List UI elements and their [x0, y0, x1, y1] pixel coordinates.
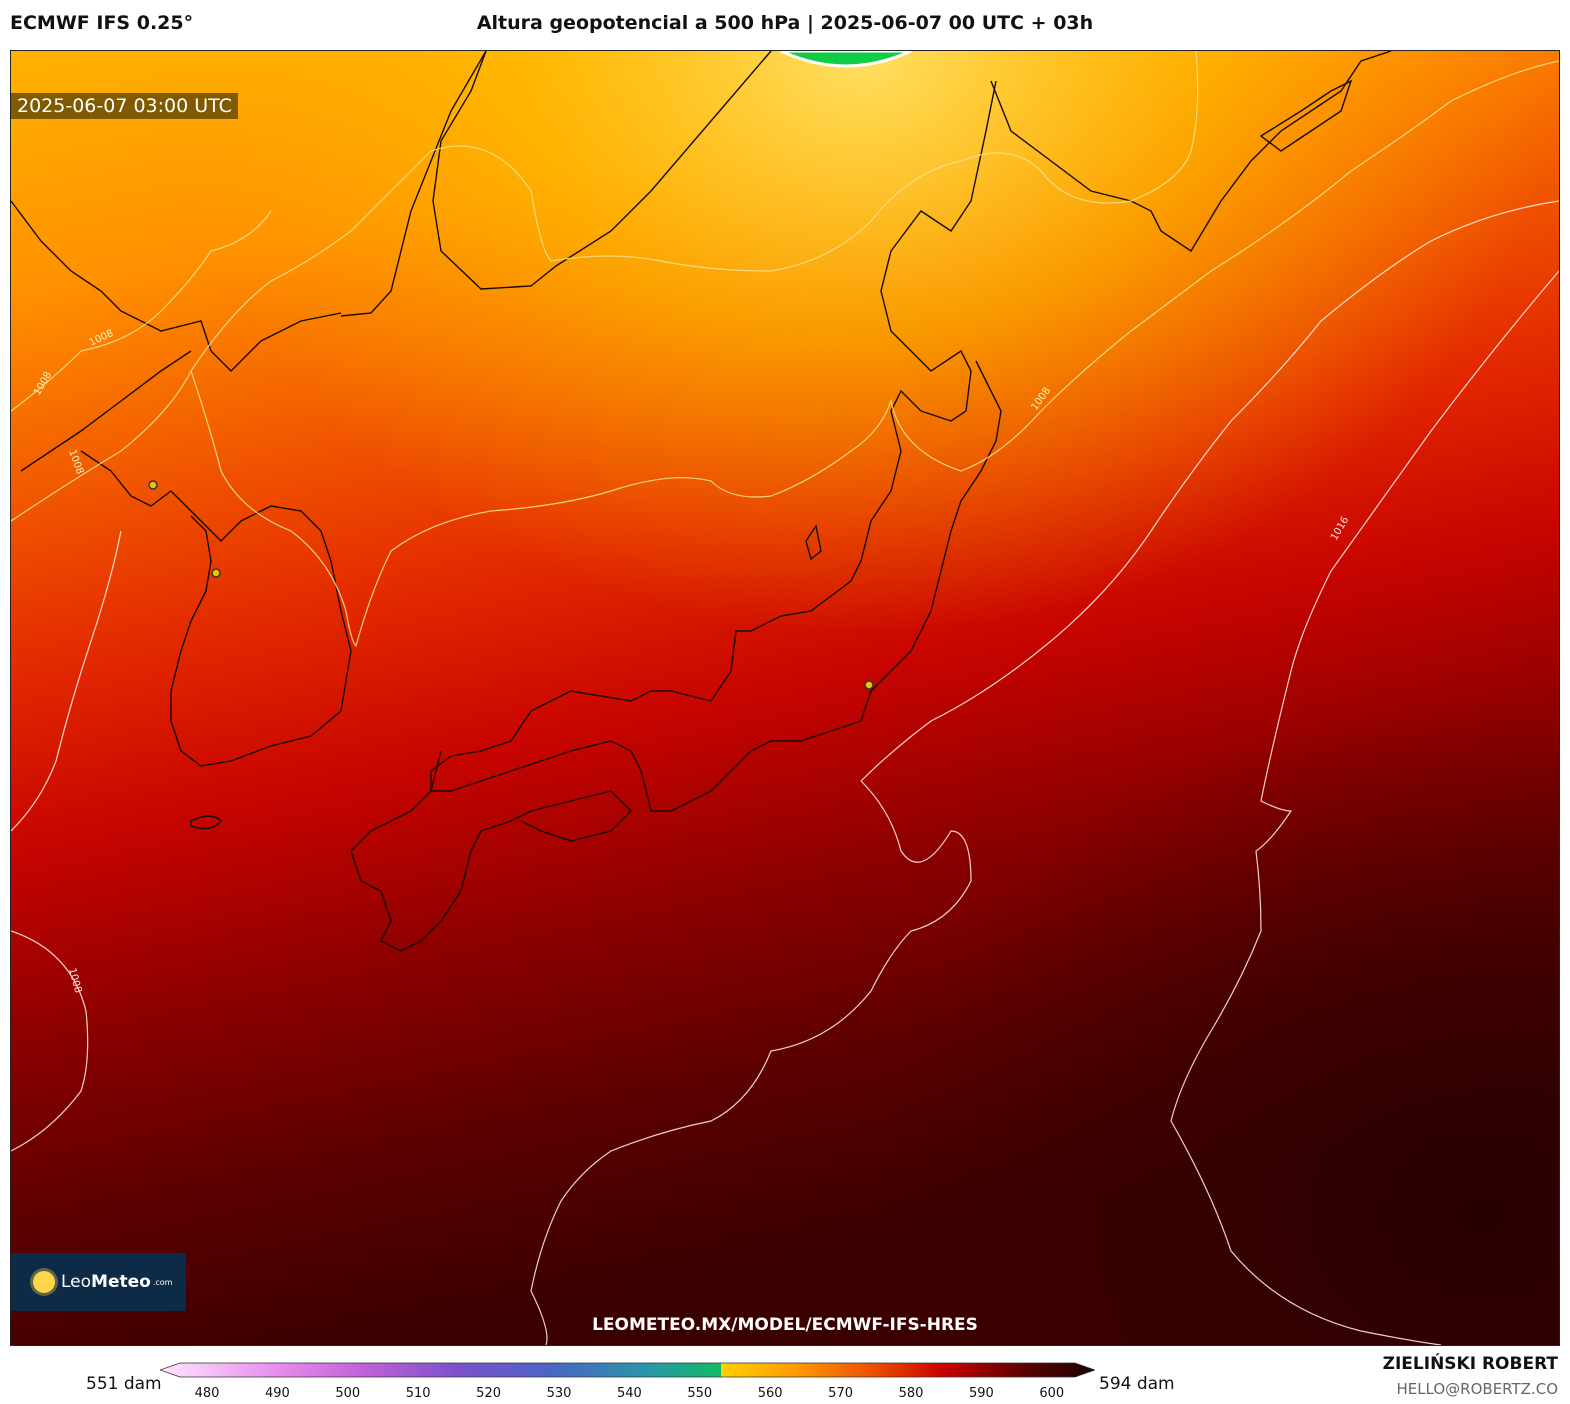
green-contour: [780, 51, 912, 68]
logo-suffix: .com: [152, 1277, 173, 1287]
logo-name-bold: Meteo: [91, 1272, 151, 1292]
colorbar-tick-label: 500: [335, 1386, 361, 1401]
colorbar-tick-label: 550: [687, 1386, 713, 1401]
colorbar-tick-label: 590: [968, 1386, 994, 1401]
isobars-1008: [11, 51, 1559, 648]
colorbar-tick-label: 480: [194, 1386, 220, 1401]
colorbar-tick-label: 560: [757, 1386, 783, 1401]
colorbar-tick-label: 600: [1039, 1386, 1065, 1401]
colorbar-gradient: [160, 1362, 1095, 1378]
author-email[interactable]: HELLO@ROBERTZ.CO: [1396, 1380, 1558, 1398]
colorbar-tick-label: 510: [405, 1386, 431, 1401]
source-url[interactable]: LEOMETEO.MX/MODEL/ECMWF-IFS-HRES: [592, 1315, 978, 1335]
model-label: ECMWF IFS 0.25°: [10, 12, 194, 34]
logo-name-light: Leo: [61, 1272, 92, 1292]
city-marker: [148, 480, 158, 490]
valid-time-badge: 2025-06-07 03:00 UTC: [11, 93, 238, 119]
map-title: Altura geopotencial a 500 hPa | 2025-06-…: [476, 12, 1094, 34]
colorbar-tick-label: 570: [828, 1386, 853, 1401]
colorbar-tick-label: 520: [476, 1386, 501, 1401]
geopotential-map: 1008 1008 1008 1008 1016 1008 2025-06-07…: [10, 50, 1560, 1346]
colorbar-tick-label: 580: [898, 1386, 924, 1401]
isobars-1016: [11, 200, 1559, 1345]
high-center: [11, 51, 1559, 1345]
colorbar-min-label: 551 dam: [86, 1374, 162, 1394]
colorbar-max-label: 594 dam: [1099, 1374, 1175, 1394]
colorbar-tick-label: 540: [616, 1386, 642, 1401]
author-name: ZIELIŃSKI ROBERT: [1382, 1354, 1558, 1374]
coastlines: [11, 51, 1392, 952]
leometeo-logo[interactable]: Leo Meteo .com: [11, 1253, 186, 1311]
city-marker: [211, 568, 221, 578]
map-canvas: 1008 1008 1008 1008 1016 1008: [11, 51, 1559, 1345]
colorbar-tick-label: 530: [546, 1386, 572, 1401]
city-markers: [148, 480, 874, 690]
colorbar-tick-label: 490: [264, 1386, 290, 1401]
city-marker: [864, 680, 874, 690]
sun-icon: [33, 1271, 55, 1293]
